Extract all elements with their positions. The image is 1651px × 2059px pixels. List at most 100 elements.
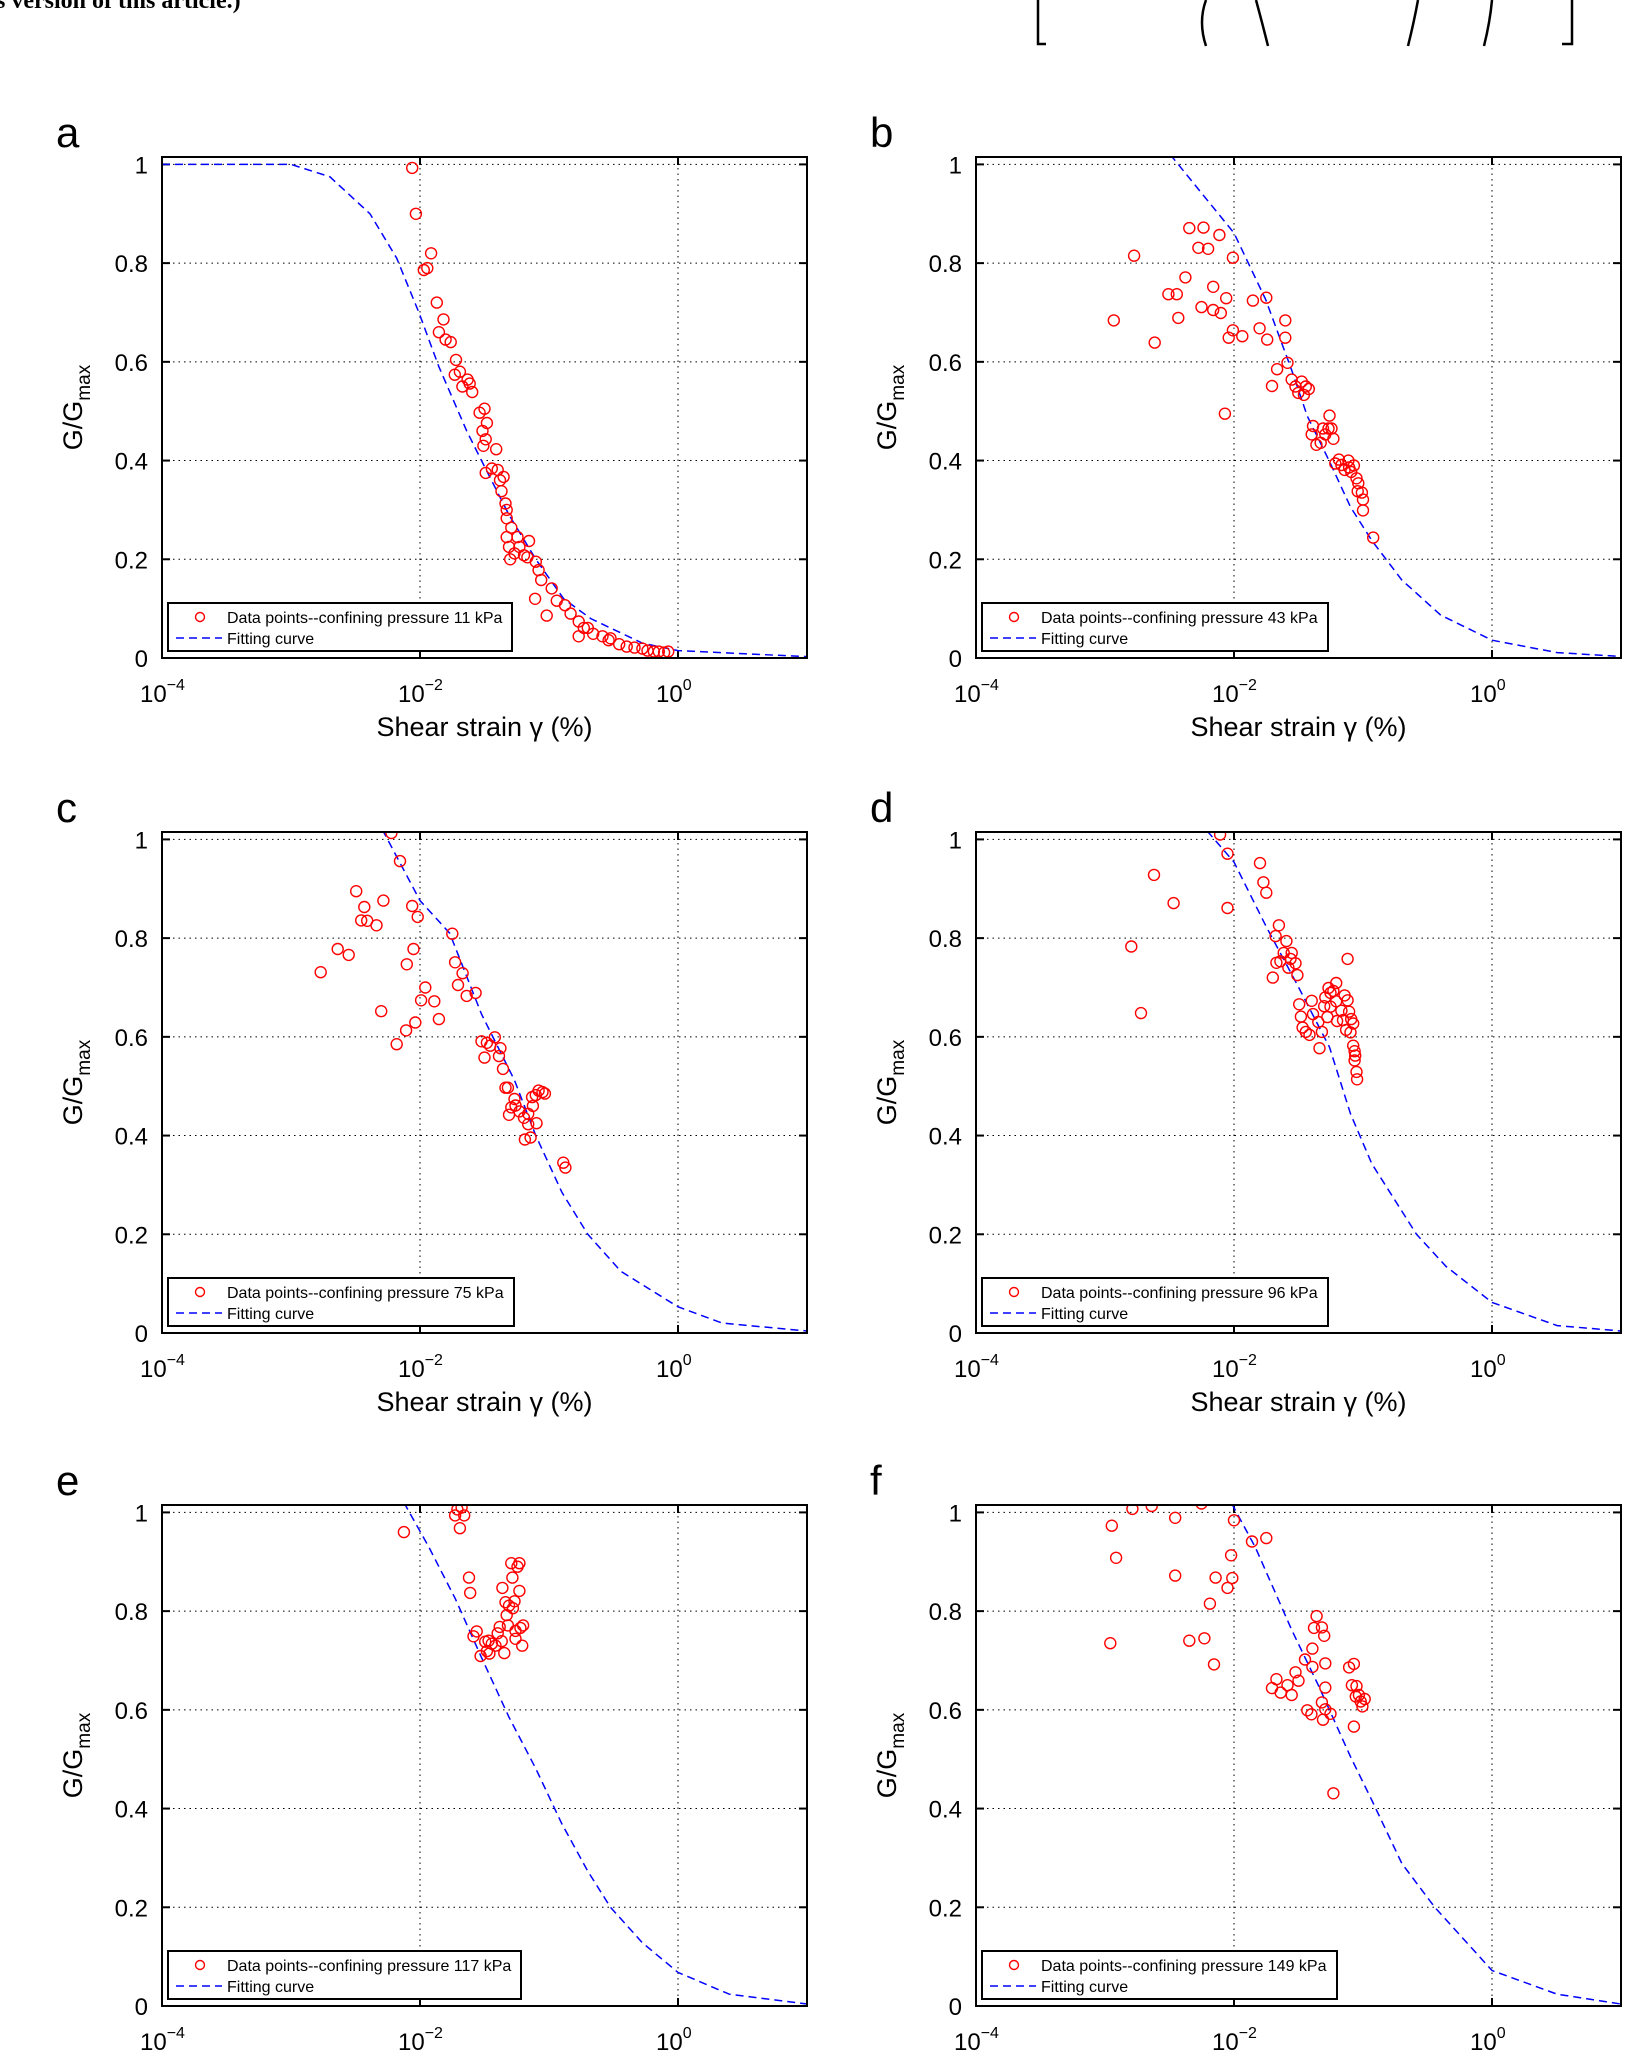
data-point [1236, 330, 1249, 343]
x-tick-label: 100 [656, 2025, 692, 2056]
data-point [1298, 1653, 1312, 1666]
legend: Data points--confining pressure 11 kPa Fi… [167, 602, 513, 652]
legend-label-data-points: Data points--confining pressure 75 kPa [227, 1285, 504, 1302]
data-point [1219, 292, 1233, 305]
data-point [529, 555, 542, 568]
y-axis-label: G/Gmax [872, 364, 909, 450]
data-point [1195, 1505, 1208, 1510]
y-axis-label-subscript: max [74, 1712, 95, 1748]
data-point [499, 497, 512, 510]
data-point [1246, 294, 1260, 307]
data-point [572, 630, 585, 643]
data-point [1317, 1629, 1331, 1643]
y-axis-label-main: G/G [872, 1076, 902, 1126]
legend-box [167, 1277, 515, 1327]
x-tick-exponent: 0 [1497, 1352, 1506, 1369]
x-tick-exponent: −2 [425, 1352, 443, 1369]
x-tick-label: 10−4 [954, 2025, 999, 2056]
data-point [513, 1584, 526, 1598]
data-point [1329, 457, 1342, 470]
y-tick-label: 0.8 [115, 251, 148, 278]
data-point [1335, 1004, 1348, 1017]
x-tick-exponent: −4 [167, 677, 185, 694]
data-point [587, 627, 600, 640]
y-axis-label-subscript: max [888, 364, 909, 400]
x-tick-base: 10 [1470, 681, 1497, 708]
data-point [1105, 1519, 1119, 1532]
data-point [508, 1595, 521, 1608]
legend-marker-circle [1008, 1959, 1020, 1971]
legend-label-fitting-curve: Fitting curve [227, 1306, 314, 1323]
data-point [1348, 1044, 1361, 1058]
data-point [508, 1092, 521, 1106]
y-tick-label: 0 [949, 646, 962, 673]
data-point [430, 296, 443, 309]
data-point [1221, 901, 1234, 915]
y-tick-label: 0.4 [929, 1124, 962, 1151]
legend-box [167, 1950, 522, 2000]
data-point [1281, 356, 1294, 369]
y-tick-label: 0.8 [929, 251, 962, 278]
data-point [1198, 1632, 1211, 1645]
data-point [400, 958, 413, 971]
data-point [1289, 1666, 1302, 1679]
data-point [1366, 531, 1380, 544]
x-tick-label: 10−4 [954, 677, 999, 708]
legend-marker-circle [1008, 1286, 1020, 1298]
data-point [1344, 1026, 1357, 1039]
data-point [506, 1571, 519, 1584]
data-point [506, 1601, 520, 1615]
data-point [1226, 1571, 1239, 1585]
data-point [449, 353, 463, 367]
y-axis-label-main: G/G [58, 1076, 88, 1126]
data-point [1319, 1681, 1332, 1694]
data-point [1355, 486, 1369, 499]
x-tick-exponent: −4 [167, 1352, 185, 1369]
data-point [1227, 1514, 1241, 1527]
data-point [501, 1619, 515, 1632]
data-point [1323, 409, 1336, 422]
data-point [466, 385, 479, 399]
data-point [596, 630, 609, 643]
data-point [1226, 251, 1240, 264]
data-point [1265, 379, 1279, 393]
data-point [390, 1037, 403, 1051]
legend-marker-circle [194, 611, 206, 623]
data-point [444, 335, 457, 349]
data-point [1269, 929, 1282, 943]
data-point [490, 443, 503, 456]
y-tick-label: 0.6 [929, 1025, 962, 1052]
data-point [1324, 986, 1337, 1000]
legend-box [167, 602, 513, 652]
y-tick-label: 0.2 [929, 547, 962, 574]
formula-paren-right-1 [1406, 0, 1420, 47]
data-point [1272, 919, 1286, 932]
data-point [1306, 1642, 1319, 1655]
data-point [1260, 291, 1273, 304]
data-point [448, 1509, 462, 1522]
y-tick-label: 0 [949, 1321, 962, 1348]
data-point [432, 1012, 446, 1026]
data-point [1104, 1636, 1117, 1650]
data-point [1292, 386, 1305, 400]
legend: Data points--confining pressure 75 kPa Fi… [167, 1277, 515, 1327]
data-point [500, 503, 513, 517]
panel-letter: f [870, 1457, 882, 1504]
plot-area [397, 1505, 807, 2005]
fitting-curve-line [382, 832, 807, 1332]
data-point [1270, 1672, 1283, 1686]
data-point [407, 942, 420, 956]
y-axis-label: G/Gmax [872, 1039, 909, 1125]
x-tick-exponent: −4 [167, 2025, 185, 2042]
y-tick-label: 0.4 [115, 1797, 148, 1824]
fitting-curve-line [404, 1505, 807, 2005]
data-point [1294, 1010, 1308, 1023]
data-point [1125, 940, 1138, 953]
y-tick-label: 0.4 [115, 1124, 148, 1151]
data-point [1179, 271, 1192, 284]
data-point [535, 573, 548, 587]
data-point [1274, 955, 1287, 968]
data-point [1192, 241, 1205, 255]
plot-area [314, 832, 807, 1332]
data-point [550, 594, 563, 607]
